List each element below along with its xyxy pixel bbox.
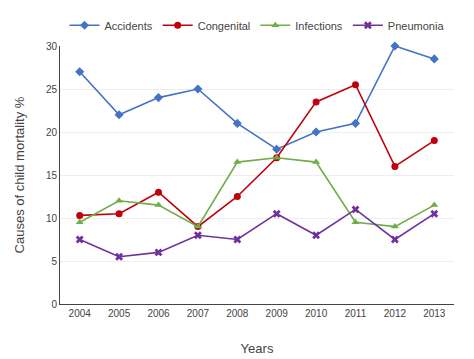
svg-text:2013: 2013 bbox=[423, 308, 446, 319]
svg-text:2010: 2010 bbox=[305, 308, 328, 319]
svg-text:Years: Years bbox=[241, 341, 274, 356]
svg-text:15: 15 bbox=[46, 170, 58, 181]
svg-text:2011: 2011 bbox=[345, 308, 367, 319]
svg-text:2009: 2009 bbox=[266, 308, 289, 319]
svg-text:2006: 2006 bbox=[147, 308, 170, 319]
svg-text:25: 25 bbox=[46, 84, 58, 95]
svg-text:Accidents: Accidents bbox=[105, 20, 153, 32]
svg-text:Congenital: Congenital bbox=[198, 20, 251, 32]
svg-text:20: 20 bbox=[46, 127, 58, 138]
svg-text:2012: 2012 bbox=[384, 308, 407, 319]
svg-text:10: 10 bbox=[46, 213, 58, 224]
svg-text:2004: 2004 bbox=[69, 308, 92, 319]
svg-text:Causes of child mortality %: Causes of child mortality % bbox=[12, 96, 27, 253]
svg-text:5: 5 bbox=[51, 256, 57, 267]
svg-text:2008: 2008 bbox=[226, 308, 249, 319]
svg-text:2007: 2007 bbox=[187, 308, 210, 319]
svg-text:Infections: Infections bbox=[295, 20, 343, 32]
svg-text:Pneumonia: Pneumonia bbox=[388, 20, 445, 32]
svg-text:0: 0 bbox=[51, 299, 57, 310]
svg-text:2005: 2005 bbox=[108, 308, 131, 319]
svg-text:30: 30 bbox=[46, 41, 58, 52]
